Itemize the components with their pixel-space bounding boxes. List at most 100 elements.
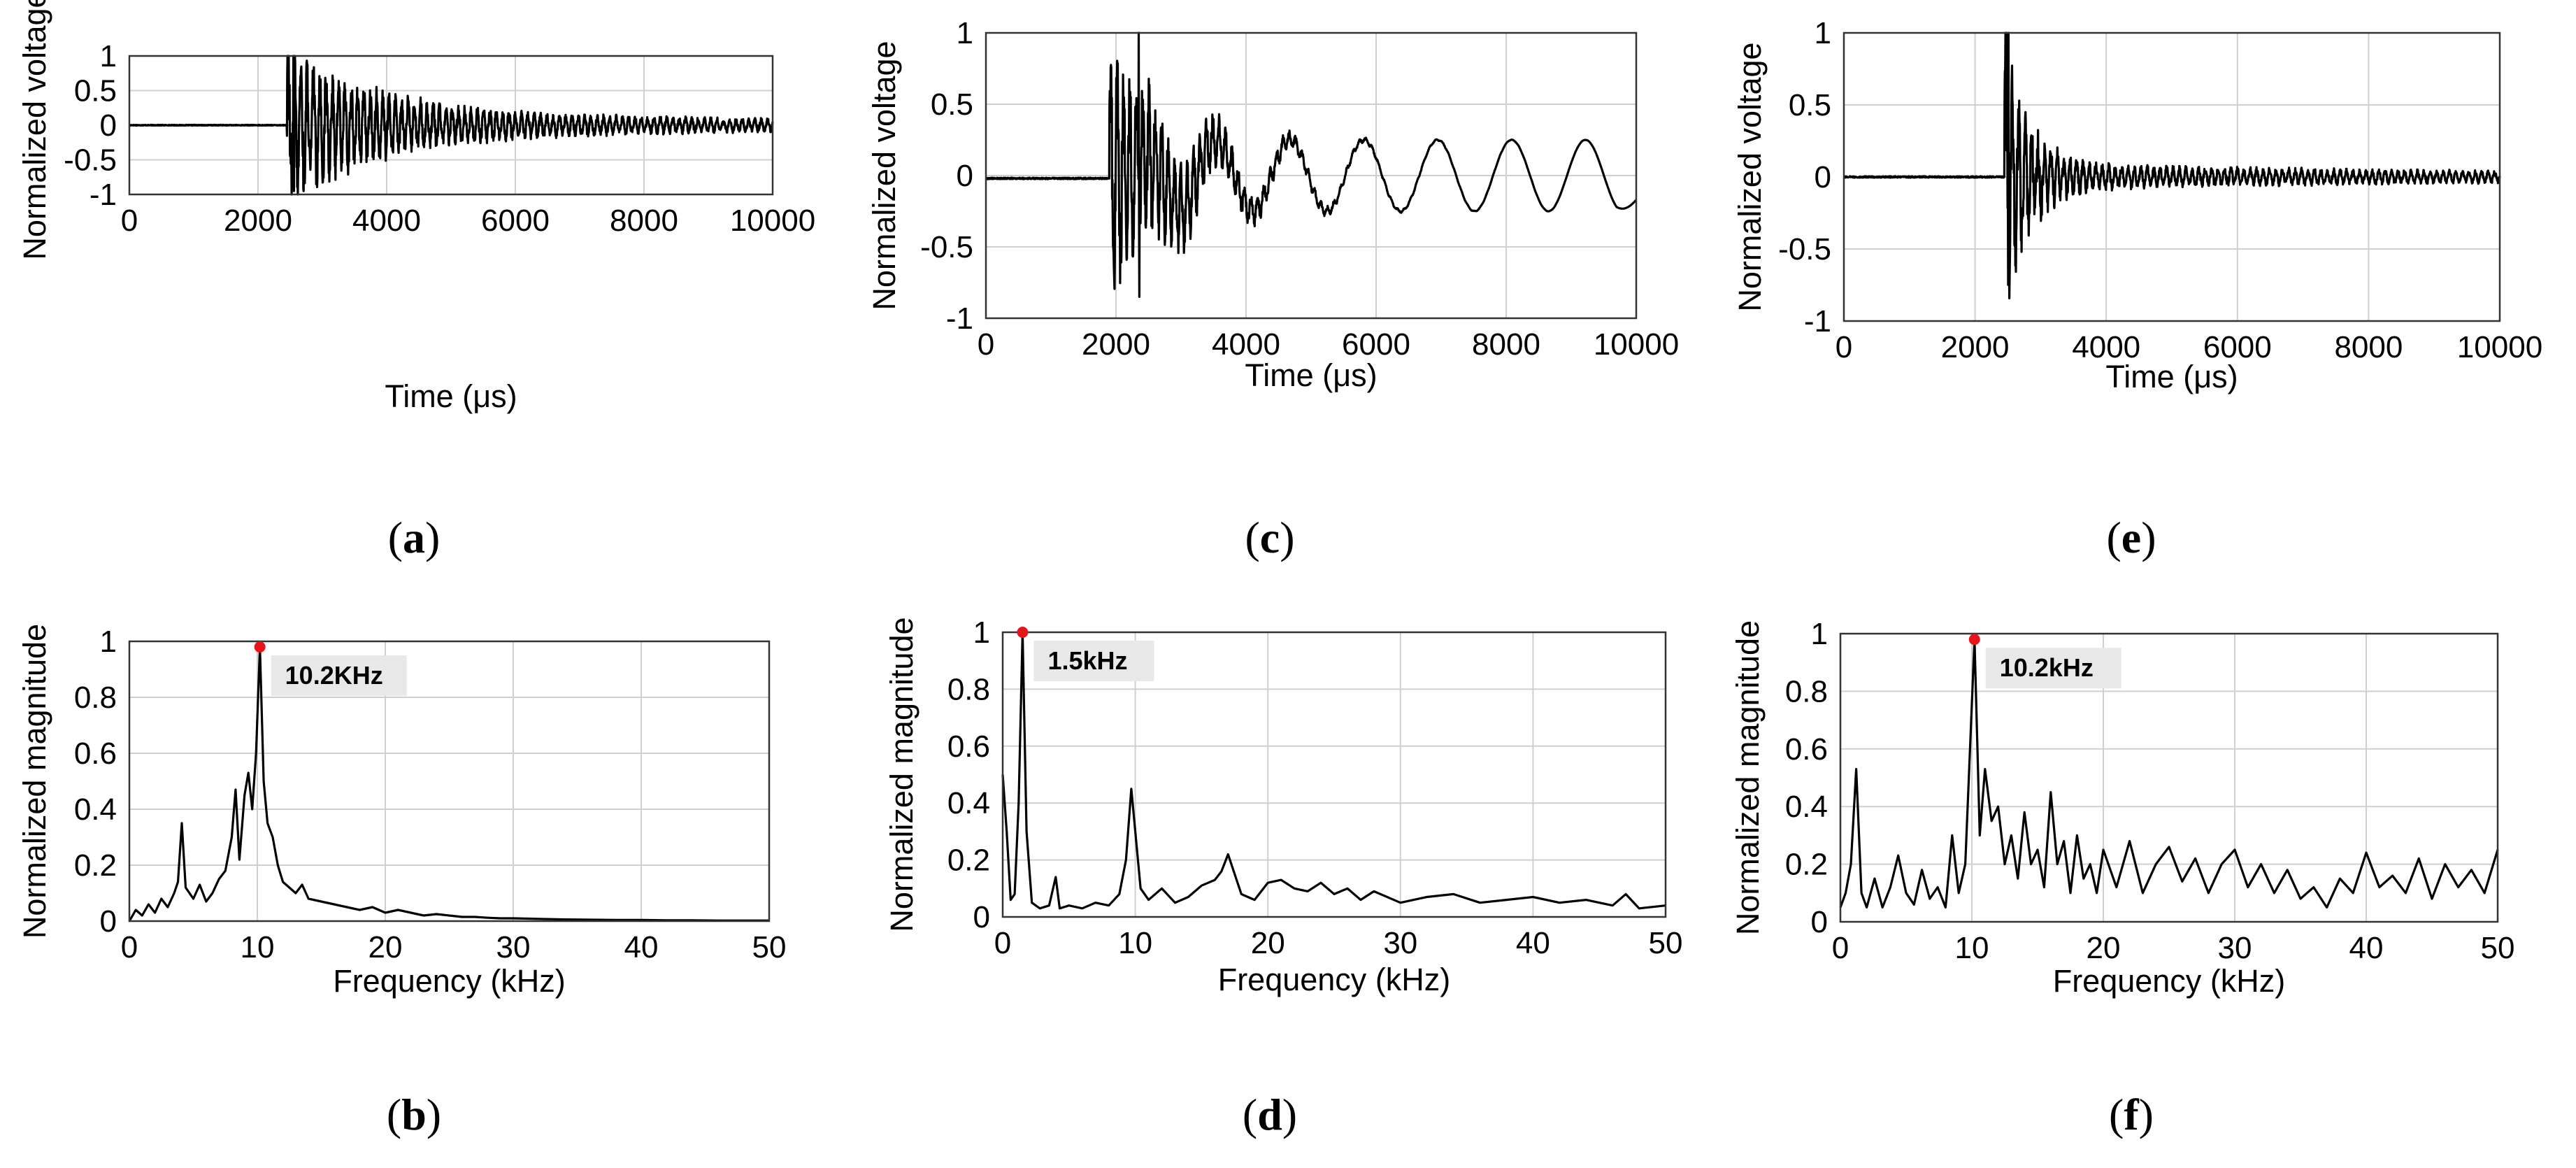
panel-a-ytick-label: 0 <box>100 108 117 143</box>
panel-b-label: (b) <box>387 1090 441 1139</box>
panel-c-xtick-label: 6000 <box>1342 327 1410 362</box>
panel-d-xtick-label: 0 <box>994 926 1011 960</box>
panel-e-letter: e <box>2121 513 2141 562</box>
panel-a-xtick-label: 8000 <box>610 204 678 238</box>
panel-f-xtick-label: 0 <box>1832 931 1849 965</box>
panel-d-xtick-label: 20 <box>1251 926 1285 960</box>
panel-f-xtick-label: 30 <box>2218 931 2252 965</box>
panel-c-letter: c <box>1260 513 1280 562</box>
panel-d-xtick-label: 40 <box>1516 926 1550 960</box>
panel-f-plot-area <box>1839 632 2499 923</box>
panel-f-axes-frame <box>1839 632 2499 923</box>
panel-c-ytick-label: 1 <box>957 16 973 50</box>
panel-b-ytick-label: 0 <box>100 904 117 939</box>
panel-a-axes-frame <box>128 55 774 196</box>
panel-f-spectrum: Normalized magnitude Frequency (kHz) (f)… <box>1730 617 2514 1139</box>
panel-f-peak-label: 10.2kHz <box>2000 653 2094 682</box>
panel-d-peak-marker <box>1017 627 1029 638</box>
panel-b-spectrum: Normalized magnitude Frequency (kHz) (b)… <box>17 624 786 1139</box>
panel-f-xtick-label: 40 <box>2349 931 2384 965</box>
panel-f-xtick-label: 20 <box>2087 931 2121 965</box>
panel-e-xtick-label: 8000 <box>2334 330 2403 364</box>
panel-c-ytick-label: -0.5 <box>920 230 973 264</box>
panel-a-xtick-label: 10000 <box>730 204 815 238</box>
panel-f-peak-label-box <box>1985 648 2121 689</box>
panel-c-ytick-label: -1 <box>946 301 973 336</box>
panel-f-label: (f) <box>2109 1090 2154 1139</box>
panel-f-xlabel: Frequency (kHz) <box>2053 963 2286 999</box>
panel-c-xtick-label: 10000 <box>1594 327 1679 362</box>
panel-b-ytick-label: 0.4 <box>74 792 117 827</box>
panel-d-peak-label: 1.5kHz <box>1047 646 1127 675</box>
panel-c-axes-frame <box>985 31 1638 320</box>
panel-f-ytick-label: 0.4 <box>1785 790 1828 824</box>
panel-e-series-line <box>1842 31 2501 299</box>
panel-c-xtick-label: 4000 <box>1212 327 1280 362</box>
panel-b-axes-frame <box>128 640 771 923</box>
panel-b-ytick-label: 0.2 <box>74 848 117 883</box>
panel-c-xtick-label: 2000 <box>1082 327 1150 362</box>
panel-b-series-line <box>128 646 769 922</box>
panel-a-ytick-label: 0.5 <box>74 74 117 108</box>
panel-c-plot-area <box>985 31 1638 320</box>
panel-d-label: (d) <box>1243 1090 1297 1139</box>
panel-a-ytick-label: -1 <box>90 178 117 212</box>
panel-d-ylabel: Normalized magnitude <box>884 617 920 932</box>
panel-a-label: (a) <box>388 513 441 562</box>
panel-b-plot-bg <box>129 641 769 921</box>
panel-c-series-line <box>985 31 1638 298</box>
panel-e-xtick-label: 4000 <box>2072 330 2140 364</box>
panel-d-peak-label-box <box>1033 641 1154 681</box>
panel-e-xtick-label: 0 <box>1836 330 1852 364</box>
panel-d-ytick-label: 0.8 <box>947 672 990 706</box>
panel-b-letter: b <box>401 1090 427 1139</box>
panel-b-xtick-label: 30 <box>496 930 531 964</box>
panel-a-letter: a <box>403 513 425 562</box>
panel-b-xtick-label: 40 <box>624 930 659 964</box>
panel-b-xtick-label: 20 <box>368 930 403 964</box>
panel-b-peak-label-box <box>271 655 407 696</box>
panel-e-xtick-label: 10000 <box>2457 330 2542 364</box>
panel-e-label: (e) <box>2106 513 2156 562</box>
panel-e-ytick-label: 1 <box>1815 16 1831 50</box>
panel-d-letter: d <box>1257 1090 1282 1139</box>
panel-c-label: (c) <box>1245 513 1294 562</box>
panel-a-xlabel: Time (μs) <box>385 378 517 414</box>
panel-d-axes-frame <box>1001 631 1667 918</box>
panel-a-xtick-label: 4000 <box>352 204 421 238</box>
panel-e-xtick-label: 6000 <box>2203 330 2272 364</box>
panel-c-xlabel: Time (μs) <box>1245 357 1377 393</box>
panel-a-xtick-label: 0 <box>121 204 138 238</box>
panel-f-ylabel: Normalized magnitude <box>1730 620 1766 935</box>
panel-f-ytick-label: 0.2 <box>1785 848 1828 882</box>
panel-b-plot-area <box>128 640 771 923</box>
panel-e-xtick-label: 2000 <box>1941 330 2010 364</box>
panel-a-series-line <box>128 55 774 196</box>
panel-b-xtick-label: 0 <box>121 930 138 964</box>
panel-b-xlabel: Frequency (kHz) <box>333 963 566 999</box>
panel-d-ytick-label: 0.6 <box>947 729 990 764</box>
panel-d-ytick-label: 1 <box>973 615 990 650</box>
panel-e-xlabel: Time (μs) <box>2105 359 2238 394</box>
panel-a-ytick-label: 1 <box>100 39 117 73</box>
panel-f-peak-marker <box>1968 634 1980 646</box>
panel-e-plot-area <box>1842 31 2501 322</box>
panel-b-ylabel: Normalized magnitude <box>17 624 52 939</box>
panel-b-peak-marker <box>254 641 266 653</box>
panel-b-peak-label: 10.2KHz <box>285 661 383 690</box>
panel-c-time-signal: Normalized voltage Time (μs) (c) 0 2000 40… <box>866 16 1679 562</box>
panel-d-ytick-label: 0 <box>973 900 990 934</box>
panel-a-xtick-label: 2000 <box>224 204 292 238</box>
panel-c-xtick-label: 0 <box>978 327 994 362</box>
panel-f-ytick-label: 1 <box>1811 617 1828 651</box>
panel-e-ytick-label: -1 <box>1804 304 1831 339</box>
panel-e-axes-frame <box>1842 31 2501 322</box>
panel-d-spectrum: Normalized magnitude Frequency (kHz) (d)… <box>884 615 1682 1139</box>
panel-d-series-line <box>1001 631 1666 910</box>
panel-b-ytick-label: 0.6 <box>74 736 117 771</box>
panel-c-ylabel: Normalized voltage <box>866 41 902 310</box>
panel-a-ytick-label: -0.5 <box>64 143 117 178</box>
panel-f-ytick-label: 0 <box>1811 905 1828 939</box>
panel-f-series-line <box>1839 638 2499 909</box>
